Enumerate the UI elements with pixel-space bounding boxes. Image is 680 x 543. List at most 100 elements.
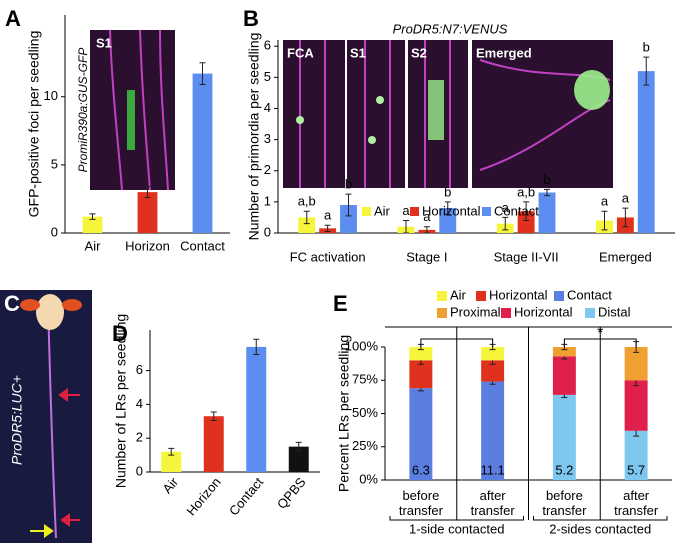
legend-swatch [501, 308, 511, 318]
bar [137, 192, 158, 233]
significance-letter: a [622, 191, 630, 206]
legend-label: Horizontal [489, 287, 548, 302]
bar-number: 6.3 [412, 462, 430, 477]
x-tick-label: FC activation [290, 249, 366, 264]
bar [517, 211, 535, 233]
bar [538, 192, 556, 233]
x-tick-label: Air [85, 238, 102, 253]
legend-label: Air [374, 203, 391, 218]
bar [637, 71, 655, 234]
nucleus [368, 136, 376, 144]
y-tick-label: 4 [136, 396, 143, 411]
bar-segment [409, 347, 433, 361]
significance-letter: a [402, 203, 410, 218]
y-tick-label: 10 [44, 88, 58, 103]
x-tick-label: Emerged [599, 249, 652, 264]
error-bar [199, 62, 206, 85]
bar [298, 217, 316, 233]
micrograph-b1 [283, 40, 345, 188]
x-tick-label: Stage II-VII [494, 249, 559, 264]
y-tick-label: 50% [352, 405, 378, 420]
error-bar [423, 226, 430, 234]
bar-segment [552, 356, 576, 395]
x-tick-label: after transfer [470, 488, 515, 518]
group-label: 1-side contacted [409, 521, 504, 536]
error-bar [303, 210, 310, 225]
red-arrows [58, 388, 80, 527]
error-bar [622, 207, 629, 228]
significance-letter: a,b [517, 184, 535, 199]
significance-letter: b [444, 184, 451, 199]
bar [82, 216, 103, 233]
chart-title: ProDR5:N7:VENUS [393, 21, 508, 36]
legend-label: Horizontal [514, 304, 573, 319]
bar [288, 446, 309, 472]
yellow-arrow [30, 524, 54, 538]
cell-walls [299, 40, 611, 188]
significance-letter: b [643, 40, 650, 55]
legend-label: Air [450, 287, 467, 302]
error-bar [210, 411, 217, 421]
x-tick-label: QPBS [274, 474, 309, 512]
luminescence-image [0, 290, 92, 543]
error-bar [601, 210, 608, 231]
x-tick-label: Horizon [125, 238, 170, 253]
error-bar [295, 441, 302, 452]
significance-letter: a [324, 208, 332, 223]
error-bar [543, 188, 550, 197]
hypocotyl [36, 294, 64, 330]
y-tick-label: 1 [264, 193, 271, 208]
error-bar [403, 220, 410, 234]
x-tick-label: Contact [226, 474, 267, 518]
y-tick-label: 2 [136, 430, 143, 445]
bar-segment [409, 388, 433, 480]
legend-label: Proximal [450, 304, 501, 319]
legend-swatch [437, 308, 447, 318]
significance-letter: a [423, 209, 431, 224]
y-tick-label: 6 [136, 362, 143, 377]
legend-swatch [554, 291, 564, 301]
bar [192, 73, 213, 234]
bar-segment [481, 381, 505, 480]
bar [439, 208, 457, 233]
bar [340, 204, 357, 233]
error-bar [444, 201, 451, 215]
significance-letter: a,b [298, 194, 316, 209]
bar-segment [409, 360, 433, 389]
significance-letter: a [502, 200, 510, 215]
error-bar [89, 213, 96, 220]
stage-label: Emerged [476, 45, 532, 60]
bar-segment [624, 347, 648, 381]
cotyledon [62, 299, 82, 311]
significance-letter: b [345, 177, 352, 192]
y-tick-label: 25% [352, 438, 378, 453]
y-axis-label: GFP-positive foci per seedling [26, 31, 42, 218]
bar-number: 11.1 [480, 462, 504, 477]
legend-swatch [482, 207, 491, 216]
bar [203, 416, 224, 472]
bar-segment [481, 360, 505, 382]
error-bar [324, 224, 331, 232]
bar-number: 5.2 [555, 462, 573, 477]
bar [161, 451, 182, 472]
gfp-signal [127, 90, 135, 150]
significance-letter: b [543, 172, 550, 187]
y-axis-label: Number of LRs per seedling [113, 314, 129, 488]
legend-swatch [585, 308, 595, 318]
x-tick-label: Contact [180, 238, 225, 253]
y-tick-label: 0 [264, 224, 271, 239]
x-tick-label: Horizon [183, 474, 223, 518]
legend-swatch [476, 291, 486, 301]
group-bracket [533, 516, 668, 521]
bracket [420, 338, 494, 347]
y-tick-label: 4 [264, 100, 271, 115]
error-bar [523, 201, 530, 222]
nuclei [428, 80, 444, 140]
y-tick-label: 5 [264, 69, 271, 84]
bar-segment [552, 347, 576, 357]
y-tick-label: 5 [51, 156, 58, 171]
micrograph-b2 [347, 40, 405, 188]
construct-label: PromiR390a:GUS-GFP [76, 48, 90, 173]
